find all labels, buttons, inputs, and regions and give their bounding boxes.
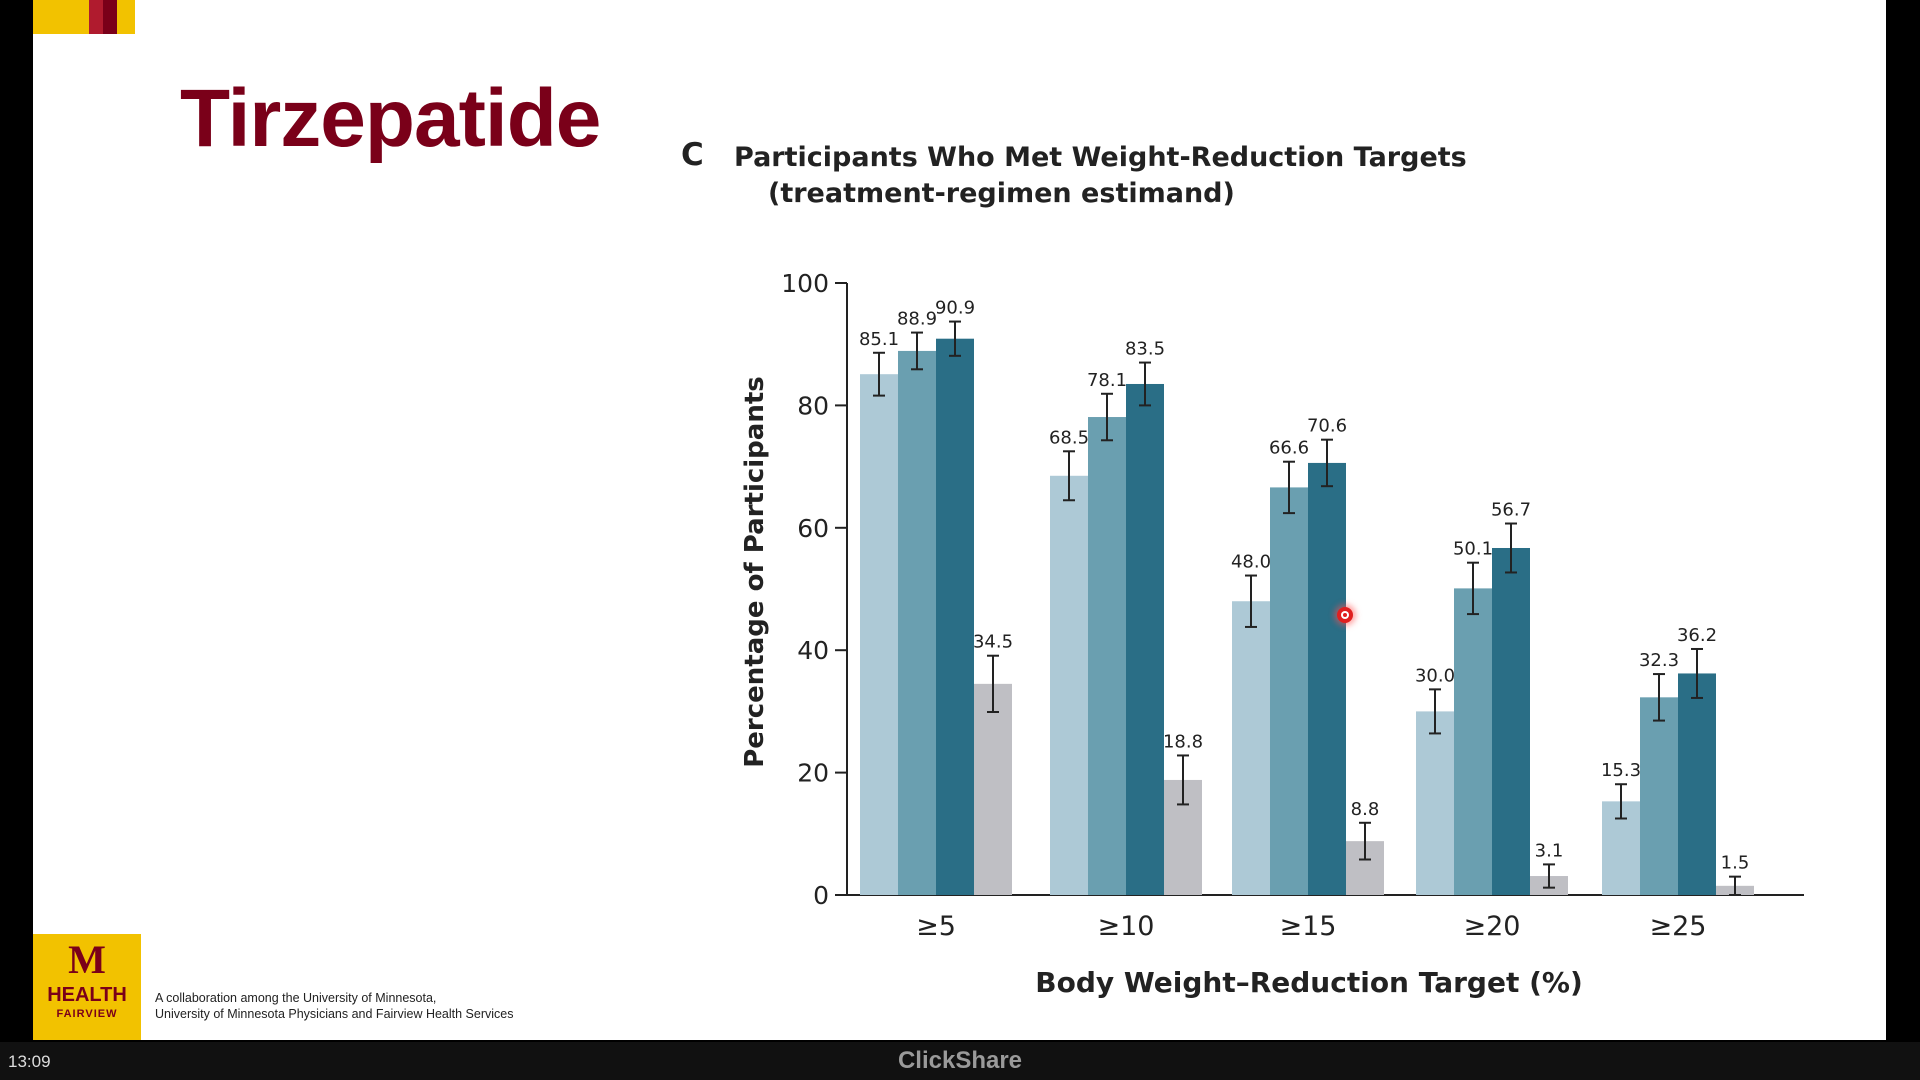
bar-value-label: 32.3 [1639, 650, 1679, 671]
corner-accent-bar [33, 0, 135, 34]
logo-text-fairview: FAIRVIEW [56, 1008, 118, 1020]
bar-value-label: 83.5 [1125, 339, 1165, 360]
x-axis-label: Body Weight–Reduction Target (%) [1035, 966, 1583, 999]
chart-title: Participants Who Met Weight-Reduction Ta… [734, 142, 1467, 173]
bar [1126, 383, 1164, 895]
bar-value-label: 90.9 [935, 298, 975, 319]
bar-value-label: 36.2 [1677, 625, 1717, 646]
bar-value-label: 30.0 [1415, 665, 1455, 686]
chart-panel-label: C [681, 137, 704, 173]
logo-mark: M [68, 937, 106, 982]
bar-value-label: 50.1 [1453, 539, 1493, 560]
y-axis-label: Percentage of Participants [740, 376, 770, 768]
bar-value-label: 18.8 [1163, 731, 1203, 752]
bar-value-label: 85.1 [859, 329, 899, 350]
bar [1454, 588, 1492, 895]
slide-title: Tirzepatide [180, 73, 601, 164]
slide: Tirzepatide C Participants Who Met Weigh… [33, 0, 1886, 1040]
y-tick-label: 40 [797, 636, 829, 665]
bar [1232, 601, 1270, 895]
bar-value-label: 15.3 [1601, 760, 1641, 781]
bar [936, 338, 974, 895]
bar-value-label: 8.8 [1351, 799, 1380, 820]
bar [898, 350, 936, 895]
x-category-label: ≥25 [1650, 911, 1707, 942]
bar-value-label: 56.7 [1491, 500, 1531, 521]
bar-value-label: 34.5 [973, 632, 1013, 653]
collaboration-line-1: A collaboration among the University of … [155, 991, 437, 1005]
y-tick-label: 60 [797, 514, 829, 543]
chart-subtitle: (treatment-regimen estimand) [768, 178, 1235, 209]
bar [1308, 462, 1346, 895]
bar [1492, 547, 1530, 895]
x-category-label: ≥10 [1098, 911, 1155, 942]
screen-share-bar [0, 1042, 1920, 1080]
logo-text-health: HEALTH [47, 984, 127, 1006]
x-category-label: ≥5 [916, 911, 956, 942]
pointer-cursor [1337, 607, 1353, 623]
bar [974, 683, 1012, 895]
clock-readout: 13:09 [8, 1052, 51, 1071]
bar [1270, 487, 1308, 895]
bar [860, 374, 898, 895]
collaboration-line-2: University of Minnesota Physicians and F… [155, 1007, 514, 1021]
bar-value-label: 48.0 [1231, 552, 1271, 573]
bar-value-label: 78.1 [1087, 370, 1127, 391]
bar-value-label: 1.5 [1721, 853, 1750, 874]
health-fairview-logo: M HEALTH FAIRVIEW [33, 934, 141, 1040]
bar-value-label: 66.6 [1269, 438, 1309, 459]
bar [1416, 711, 1454, 895]
bar-value-label: 68.5 [1049, 427, 1089, 448]
bar [1640, 697, 1678, 895]
plot-area: 0 20 40 60 80 100 85.188.990.9 34.5 ≥5 68.5 78.1 83… [781, 269, 1804, 942]
bar [1088, 417, 1126, 895]
bar [1050, 475, 1088, 895]
weight-reduction-bar-chart: C Participants Who Met Weight-Reduction … [681, 137, 1804, 999]
x-category-label: ≥15 [1280, 911, 1337, 942]
y-tick-label: 100 [781, 269, 829, 298]
bar [1678, 673, 1716, 895]
bar-value-label: 88.9 [897, 309, 937, 330]
bar-value-label: 70.6 [1307, 416, 1347, 437]
y-tick-label: 80 [797, 391, 829, 420]
y-tick-label: 20 [797, 759, 829, 788]
y-tick-label: 0 [813, 881, 829, 910]
bar-value-label: 3.1 [1535, 840, 1564, 861]
collaboration-note: A collaboration among the University of … [155, 990, 513, 1022]
x-category-label: ≥20 [1464, 911, 1521, 942]
